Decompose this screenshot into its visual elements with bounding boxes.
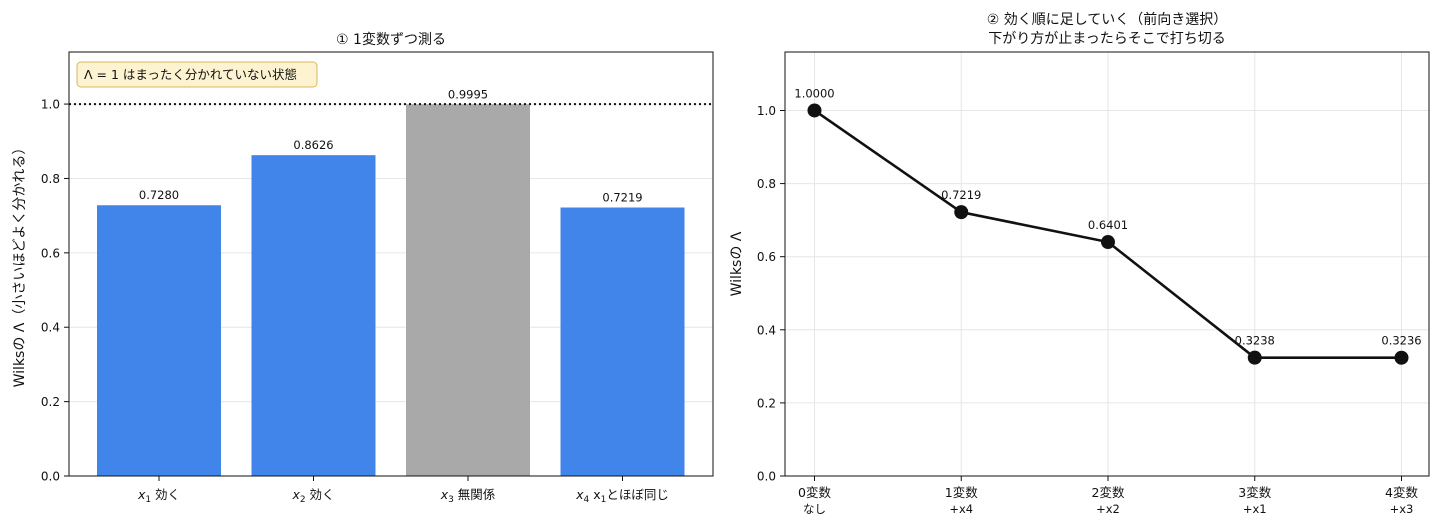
right-points	[807, 103, 1409, 365]
x-tick-label: 4変数	[1385, 485, 1418, 500]
y-tick-label: 0.4	[41, 321, 60, 335]
x-tick-label: 3変数	[1238, 485, 1271, 500]
point-value-label: 0.3238	[1235, 334, 1275, 348]
x-tick-sublabel: +x1	[1243, 502, 1267, 516]
left-axes-frame	[68, 51, 714, 477]
bar	[251, 155, 376, 476]
right-value-labels: 1.0000 0.7219 0.6401 0.3238 0.3236	[794, 86, 1421, 347]
data-point	[1247, 350, 1262, 365]
point-value-label: 1.0000	[794, 86, 834, 100]
x-tick-sublabel: +x2	[1096, 502, 1120, 516]
y-tick-label: 0.0	[757, 470, 776, 484]
y-tick-label: 0.8	[757, 177, 776, 191]
x-tick-sublabel: +x4	[949, 502, 973, 516]
x-tick-sublabel: なし	[803, 502, 826, 516]
x-tick-sublabel: +x3	[1390, 502, 1414, 516]
bar	[560, 207, 685, 477]
y-tick-label: 0.6	[41, 246, 60, 260]
x-tick-label: x4 x1とほぼ同じ	[575, 487, 669, 505]
data-point	[807, 103, 822, 118]
y-tick-label: 0.0	[41, 470, 60, 484]
point-value-label: 0.3236	[1381, 334, 1421, 348]
annotation-text: Λ = 1 はまったく分かれていない状態	[84, 67, 297, 82]
right-axes-frame	[784, 51, 1430, 477]
bar	[97, 205, 221, 476]
y-tick-label: 0.2	[757, 396, 776, 410]
left-bars	[97, 104, 685, 477]
x-tick-label: 0変数	[798, 485, 831, 500]
point-value-label: 0.6401	[1088, 218, 1128, 232]
x-tick-label: x1 効く	[137, 487, 180, 505]
bar	[406, 104, 530, 477]
bar-value-label: 0.8626	[293, 138, 333, 152]
left-y-axis-label: Wilksの Λ（小さいほどよく分かれる）	[12, 141, 28, 388]
right-y-axis-label: Wilksの Λ	[729, 231, 745, 296]
left-x-ticks: x1 効く x2 効く x3 無関係 x4 x1とほぼ同じ	[137, 476, 669, 505]
data-point	[954, 205, 969, 220]
x-tick-label: x2 効く	[291, 487, 334, 505]
y-tick-label: 0.4	[757, 323, 776, 337]
y-tick-label: 0.8	[41, 172, 60, 186]
data-point	[1101, 235, 1115, 250]
bar-value-label: 0.7219	[602, 191, 642, 205]
right-chart: ② 効く順に足していく（前向き選択） 下がり方が止まったらそこで打ち切る 1.0…	[729, 11, 1430, 516]
data-point	[1394, 350, 1409, 365]
point-value-label: 0.7219	[941, 188, 981, 202]
x-tick-label: 1変数	[945, 485, 978, 500]
x-tick-label: x3 無関係	[440, 487, 496, 505]
y-tick-label: 1.0	[41, 98, 60, 112]
y-tick-label: 0.6	[757, 250, 776, 264]
left-chart-title: ① 1変数ずつ測る	[336, 31, 446, 48]
right-gridlines	[785, 52, 1429, 476]
y-tick-label: 1.0	[757, 104, 776, 118]
right-chart-title-line-1: ② 効く順に足していく（前向き選択）	[987, 11, 1228, 28]
annotation-box: Λ = 1 はまったく分かれていない状態	[76, 61, 318, 88]
x-tick-label: 2変数	[1092, 485, 1125, 500]
bar-value-label: 0.9995	[448, 87, 488, 101]
right-y-ticks: 0.0 0.2 0.4 0.6 0.8 1.0	[757, 104, 785, 484]
left-y-ticks: 0.0 0.2 0.4 0.6 0.8 1.0	[41, 98, 69, 484]
bar-value-label: 0.7280	[139, 188, 179, 202]
left-value-labels: 0.7280 0.8626 0.9995 0.7219	[139, 87, 643, 204]
y-tick-label: 0.2	[41, 395, 60, 409]
right-chart-title-line-2: 下がり方が止まったらそこで打ち切る	[988, 30, 1225, 47]
